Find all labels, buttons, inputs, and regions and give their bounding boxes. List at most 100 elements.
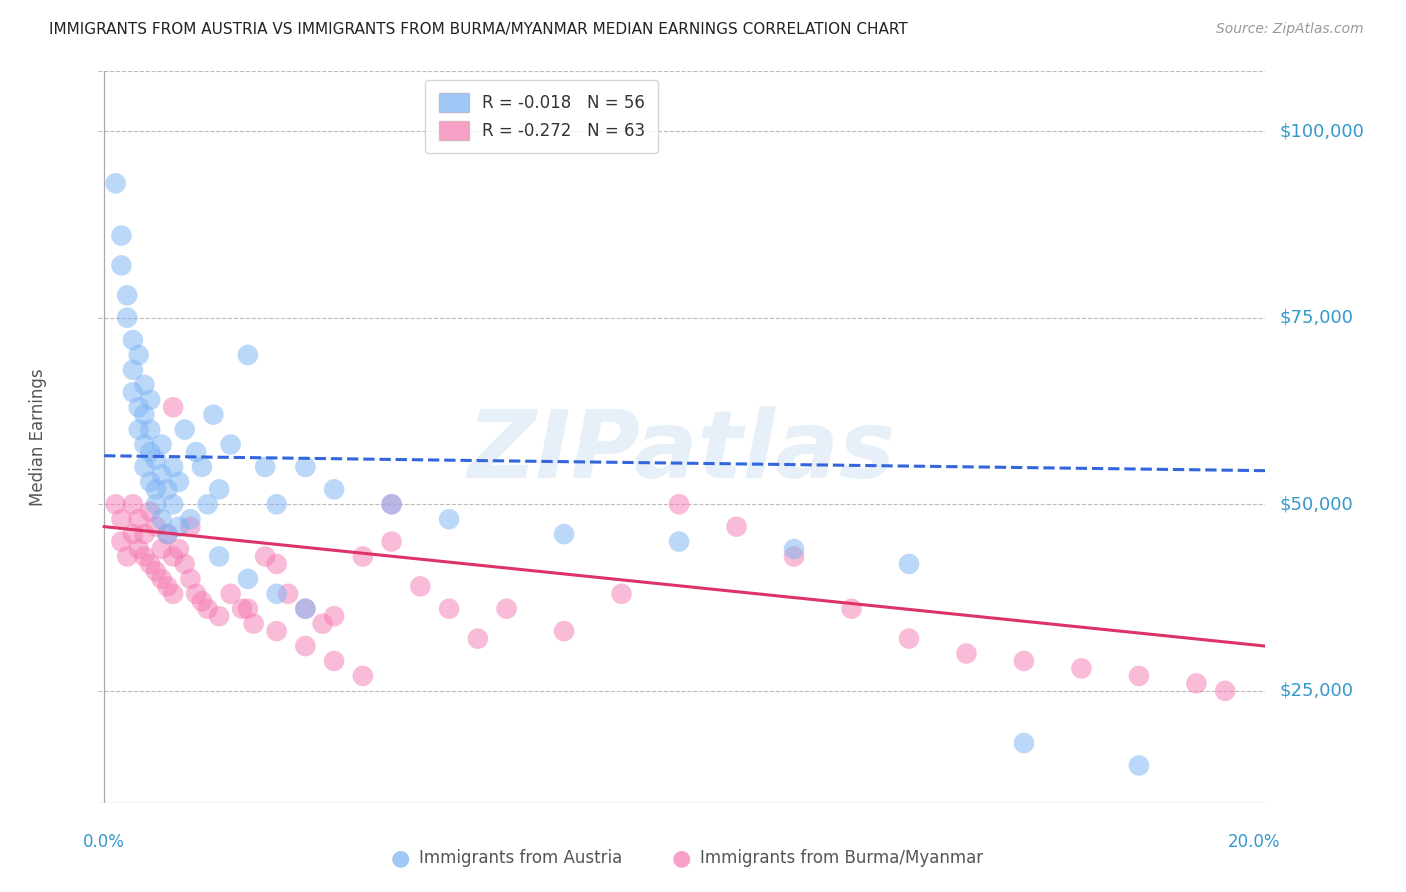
Point: [294, 601, 316, 615]
Point: [725, 519, 748, 533]
Point: [1012, 736, 1035, 750]
Point: [134, 459, 156, 474]
Point: [266, 587, 288, 601]
Text: 0.0%: 0.0%: [83, 833, 125, 851]
Point: [128, 542, 150, 557]
Point: [139, 557, 162, 571]
Point: [197, 601, 219, 615]
Point: [167, 475, 190, 489]
Point: [134, 549, 156, 564]
Point: [134, 437, 156, 451]
Point: [162, 549, 184, 564]
Point: [409, 579, 432, 593]
Point: [122, 385, 145, 400]
Text: $75,000: $75,000: [1279, 309, 1354, 326]
Text: ●: ●: [672, 848, 692, 868]
Point: [156, 483, 179, 497]
Point: [1185, 676, 1208, 690]
Point: [208, 609, 231, 624]
Point: [841, 601, 863, 615]
Point: [242, 616, 264, 631]
Point: [115, 549, 138, 564]
Point: [150, 467, 173, 482]
Point: [323, 654, 346, 668]
Point: [110, 512, 132, 526]
Point: [139, 475, 162, 489]
Point: [150, 512, 173, 526]
Point: [277, 587, 299, 601]
Text: 20.0%: 20.0%: [1227, 833, 1279, 851]
Point: [128, 401, 150, 415]
Point: [186, 587, 208, 601]
Point: [173, 423, 195, 437]
Point: [553, 527, 575, 541]
Point: [139, 392, 162, 407]
Point: [352, 669, 374, 683]
Text: $100,000: $100,000: [1279, 122, 1364, 140]
Point: [236, 572, 259, 586]
Point: [122, 527, 145, 541]
Point: [104, 497, 127, 511]
Text: Median Earnings: Median Earnings: [28, 368, 46, 506]
Point: [352, 549, 374, 564]
Point: [139, 445, 162, 459]
Point: [191, 459, 214, 474]
Point: [381, 497, 404, 511]
Point: [266, 497, 288, 511]
Point: [150, 437, 173, 451]
Point: [179, 512, 201, 526]
Point: [139, 505, 162, 519]
Point: [122, 333, 145, 347]
Point: [231, 601, 253, 615]
Point: [156, 527, 179, 541]
Point: [179, 572, 201, 586]
Point: [115, 288, 138, 302]
Point: [167, 542, 190, 557]
Point: [1070, 661, 1092, 675]
Point: [162, 497, 184, 511]
Point: [783, 549, 806, 564]
Point: [236, 348, 259, 362]
Point: [156, 579, 179, 593]
Point: [156, 527, 179, 541]
Point: [437, 512, 460, 526]
Point: [323, 483, 346, 497]
Text: ●: ●: [391, 848, 411, 868]
Point: [266, 557, 288, 571]
Point: [179, 519, 201, 533]
Point: [294, 601, 316, 615]
Point: [202, 408, 225, 422]
Text: $25,000: $25,000: [1279, 681, 1354, 700]
Point: [104, 177, 127, 191]
Point: [145, 565, 167, 579]
Point: [145, 452, 167, 467]
Point: [208, 549, 231, 564]
Point: [122, 497, 145, 511]
Point: [323, 609, 346, 624]
Point: [110, 534, 132, 549]
Point: [134, 527, 156, 541]
Point: [955, 647, 977, 661]
Text: ZIPatlas: ZIPatlas: [468, 406, 896, 498]
Point: [311, 616, 333, 631]
Point: [110, 259, 132, 273]
Point: [110, 228, 132, 243]
Point: [173, 557, 195, 571]
Point: [668, 534, 690, 549]
Text: Immigrants from Burma/Myanmar: Immigrants from Burma/Myanmar: [700, 849, 983, 867]
Point: [381, 497, 404, 511]
Text: Source: ZipAtlas.com: Source: ZipAtlas.com: [1216, 22, 1364, 37]
Point: [128, 512, 150, 526]
Point: [1012, 654, 1035, 668]
Text: Immigrants from Austria: Immigrants from Austria: [419, 849, 623, 867]
Point: [162, 587, 184, 601]
Point: [162, 401, 184, 415]
Point: [236, 601, 259, 615]
Point: [553, 624, 575, 639]
Point: [294, 459, 316, 474]
Point: [150, 542, 173, 557]
Point: [197, 497, 219, 511]
Point: [898, 632, 921, 646]
Point: [150, 572, 173, 586]
Point: [1213, 683, 1236, 698]
